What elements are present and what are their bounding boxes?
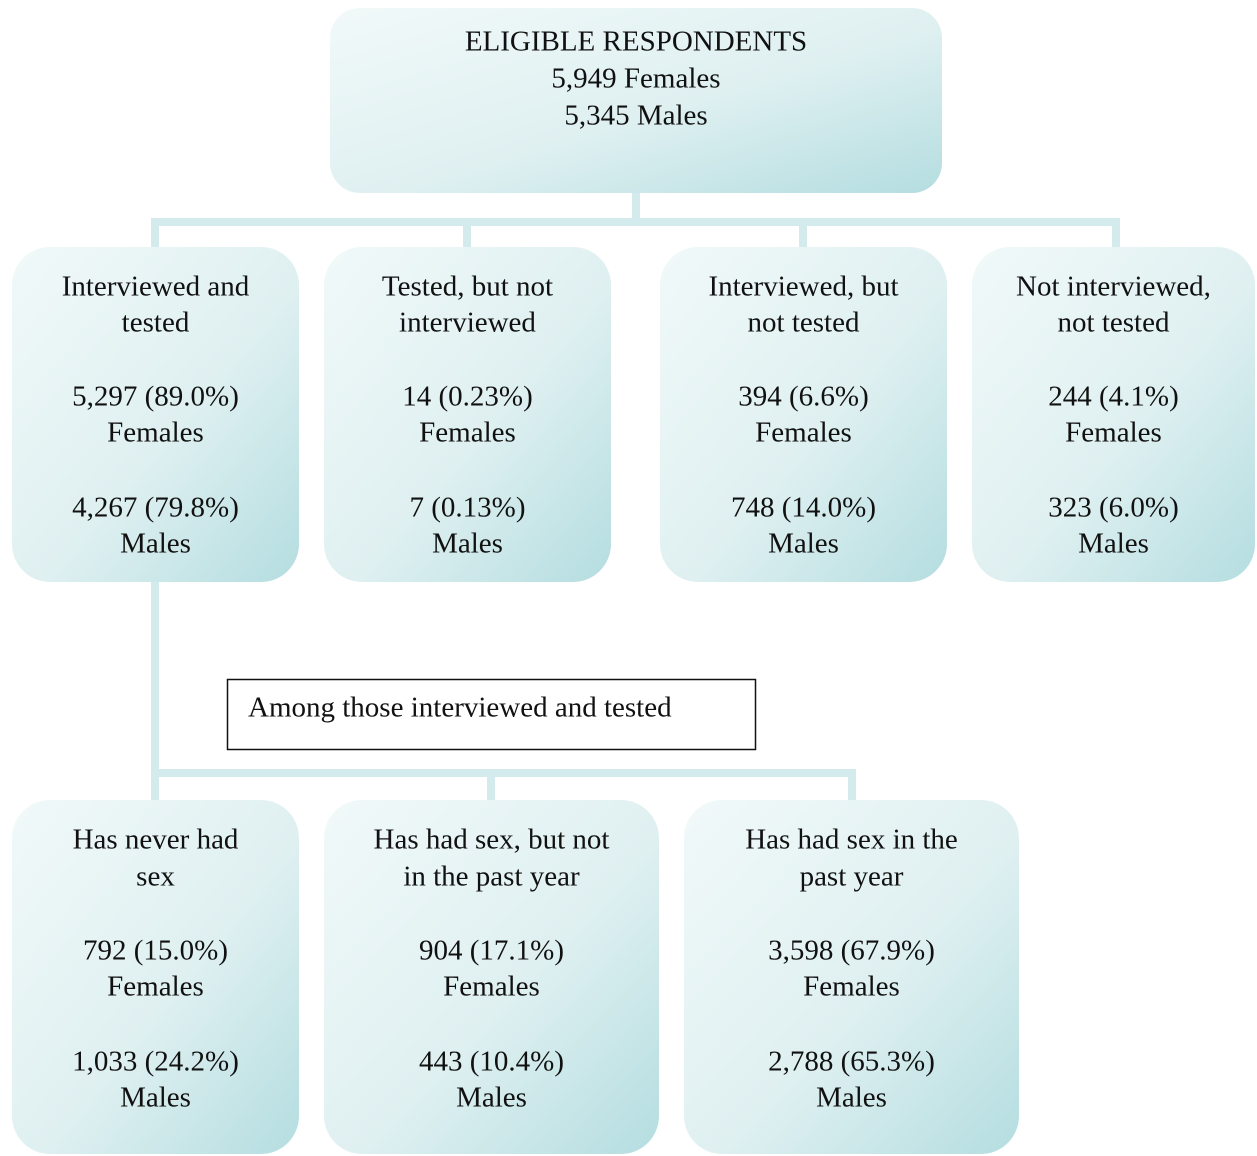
node-text: 2,788 (65.3%) [768,1046,935,1078]
node-text: Females [755,417,852,449]
connectors [151,193,1120,800]
connector-bottom [151,582,856,800]
node-text: Interviewed and [62,271,250,303]
node-text: 748 (14.0%) [731,492,876,524]
node-text: 14 (0.23%) [402,381,532,413]
node-box [324,247,611,582]
node-box [324,800,659,1154]
node-text: 1,033 (24.2%) [72,1046,239,1078]
root-box [330,8,942,193]
node-text: Males [1078,528,1149,560]
node-text: 394 (6.6%) [738,381,868,413]
node-text: Females [107,971,204,1003]
node-text: sex [136,861,175,893]
node-text: Has had sex, but not [374,824,610,856]
node-text: past year [800,861,904,893]
node-text: 7 (0.13%) [410,492,526,524]
node-text: not tested [748,307,860,339]
node-text: Males [120,528,191,560]
node-text: Males [432,528,503,560]
node-text: Has never had [73,824,239,856]
node-text: 4,267 (79.8%) [72,492,239,524]
node-text: Females [1065,417,1162,449]
connector-top [151,193,1120,247]
node-text: Not interviewed, [1016,271,1211,303]
node-text: Males [120,1082,191,1114]
node-box [972,247,1255,582]
node-text: in the past year [403,861,580,893]
node-text: 792 (15.0%) [83,935,228,967]
root-text: 5,345 Males [564,100,707,132]
node-text: 323 (6.0%) [1048,492,1178,524]
node-box [12,247,299,582]
node-text: Females [419,417,516,449]
node-text: Males [768,528,839,560]
node-text: 244 (4.1%) [1048,381,1178,413]
node-text: interviewed [399,307,536,339]
root-text: 5,949 Females [551,63,720,95]
node-box [684,800,1019,1154]
note-box [226,678,757,751]
node-text: 443 (10.4%) [419,1046,564,1078]
node-box [12,800,299,1154]
node-text: Males [456,1082,527,1114]
node-text: Females [107,417,204,449]
root-text: ELIGIBLE RESPONDENTS [465,26,807,58]
node-text: Females [443,971,540,1003]
node-text: Has had sex in the [745,824,958,856]
node-text: 904 (17.1%) [419,935,564,967]
node-text: Males [816,1082,887,1114]
node-text: not tested [1058,307,1170,339]
node-text: tested [122,307,190,339]
node-text: 3,598 (67.9%) [768,935,935,967]
node-text: Females [803,971,900,1003]
node-text: 5,297 (89.0%) [72,381,239,413]
node-text: Tested, but not [382,271,553,303]
node-text: Interviewed, but [708,271,898,303]
note-text: Among those interviewed and tested [248,692,672,724]
node-box [660,247,947,582]
